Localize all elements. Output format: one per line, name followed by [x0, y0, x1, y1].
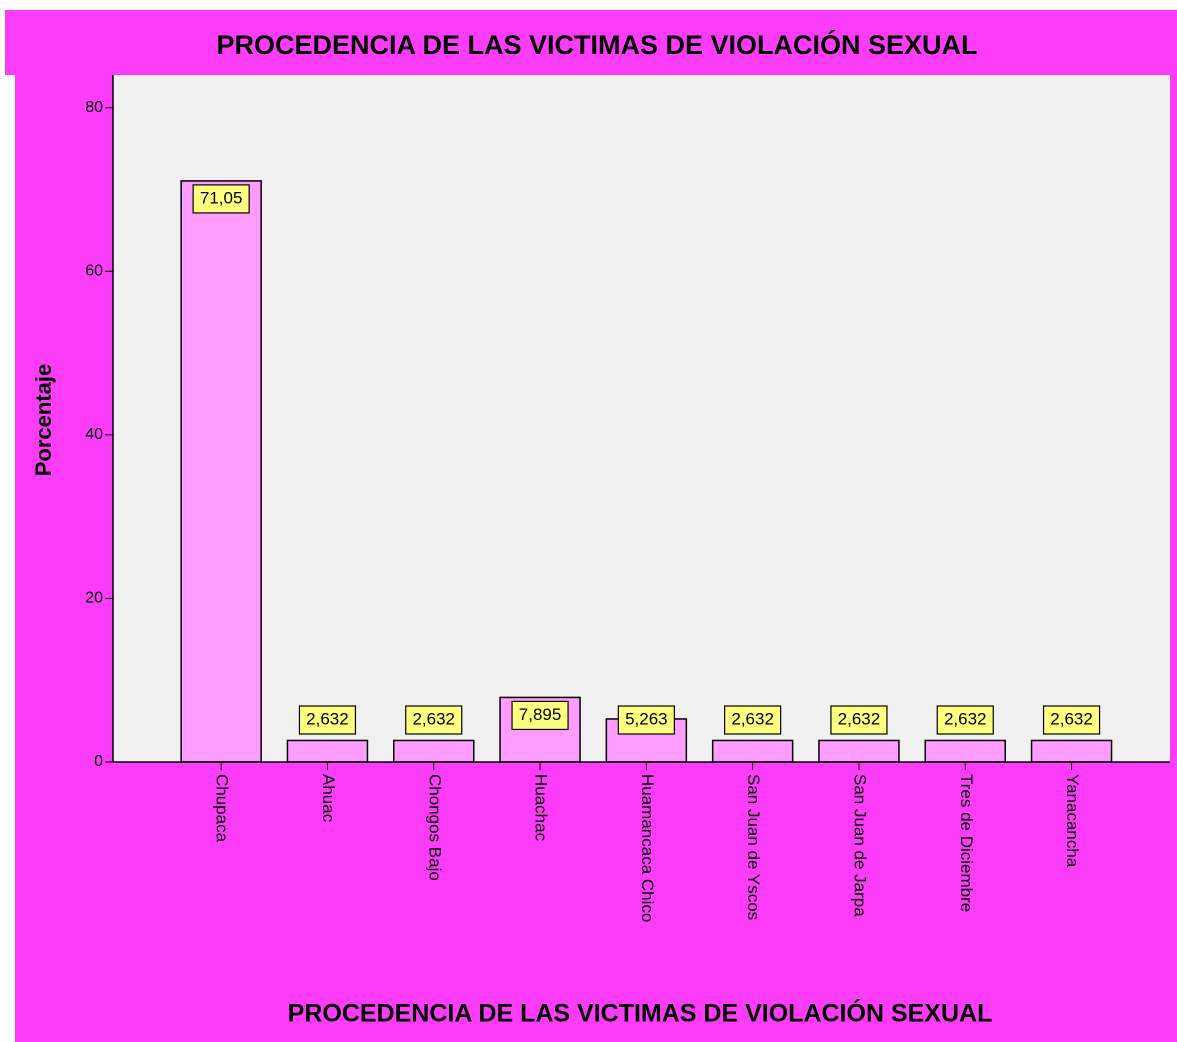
- value-label-box: [298, 705, 357, 735]
- value-label-box: [1042, 705, 1101, 735]
- y-tick-label: 20: [85, 590, 103, 607]
- y-tick-label: 0: [94, 753, 103, 770]
- x-tick-label: San Juan de Yscos: [744, 774, 763, 920]
- value-label: 2,632: [731, 709, 774, 728]
- value-label-box: [830, 705, 888, 735]
- bar: [286, 739, 369, 763]
- value-label-box: [405, 705, 463, 735]
- bar: [711, 739, 794, 763]
- value-label: 2,632: [838, 709, 881, 728]
- bar: [924, 739, 1006, 763]
- bar: [1030, 739, 1113, 763]
- chart-title: PROCEDENCIA DE LAS VICTIMAS DE VIOLACIÓN…: [216, 29, 977, 60]
- value-label: 71,05: [200, 188, 243, 207]
- y-axis-title: Porcentaje: [31, 364, 56, 477]
- value-label: 2,632: [306, 709, 349, 728]
- plot-area: [113, 75, 1170, 762]
- bar: [180, 180, 262, 763]
- x-tick-label: Tres de Diciembre: [957, 774, 976, 912]
- bar: [393, 739, 475, 763]
- value-label-box: [192, 184, 250, 214]
- y-tick-label: 40: [85, 426, 103, 443]
- value-label-box: [936, 705, 994, 735]
- y-tick-label: 60: [85, 263, 103, 280]
- value-label: 2,632: [412, 709, 455, 728]
- x-tick-label: Huachac: [532, 774, 551, 842]
- value-label: 2,632: [1050, 709, 1093, 728]
- value-label: 2,632: [944, 709, 987, 728]
- x-tick-label: Chupaca: [213, 774, 232, 843]
- value-label: 5,263: [625, 709, 668, 728]
- title-band: [5, 10, 1177, 75]
- y-tick-label: 80: [85, 99, 103, 116]
- x-tick-label: Yanacancha: [1063, 774, 1082, 868]
- x-tick-label: San Juan de Jarpa: [850, 774, 869, 917]
- value-label: 7,895: [519, 705, 562, 724]
- value-label-box: [724, 705, 782, 735]
- x-tick-label: Chongos Bajo: [425, 774, 444, 881]
- bar: [818, 739, 900, 763]
- x-tick-label: Ahuac: [319, 774, 338, 823]
- value-label-box: [617, 705, 675, 735]
- x-axis-title: PROCEDENCIA DE LAS VICTIMAS DE VIOLACIÓN…: [288, 998, 993, 1028]
- x-tick-label: Huamancaca Chico: [638, 774, 657, 922]
- value-label-box: [511, 700, 569, 731]
